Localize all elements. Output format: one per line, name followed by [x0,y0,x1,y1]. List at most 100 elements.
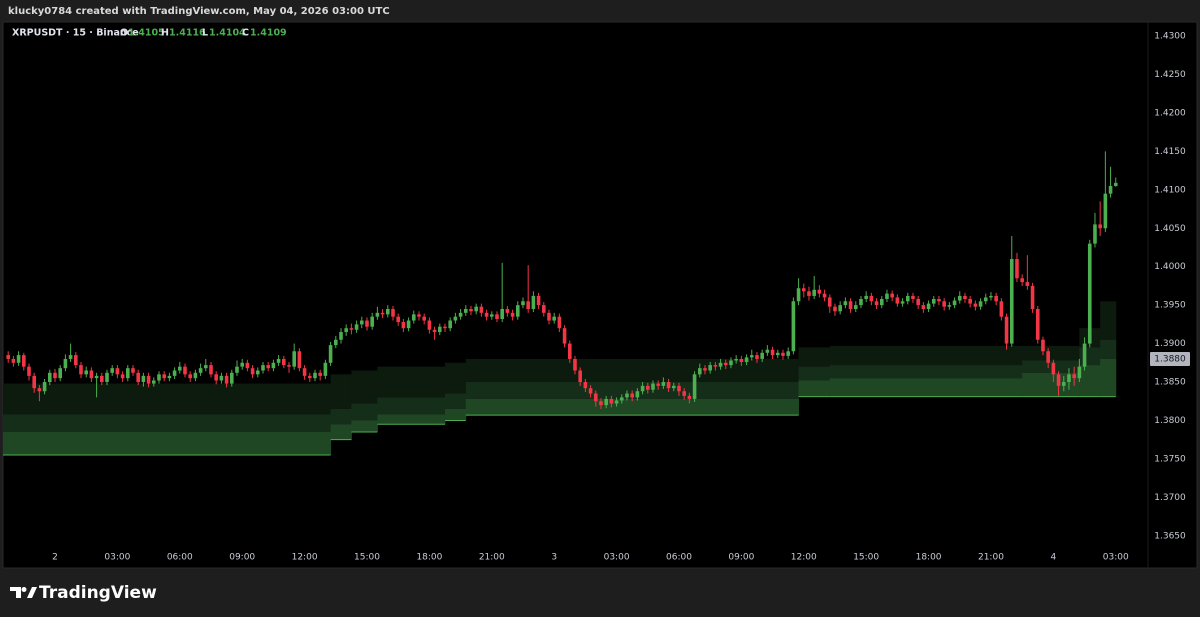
candle-body [73,355,78,366]
candle-body [141,375,146,383]
candle-body [599,401,603,406]
candle-body [443,326,447,329]
candle-body [99,375,104,383]
candle-body [1103,193,1108,229]
candle-body [666,382,671,389]
candle-body [32,375,36,389]
candle-body [198,368,203,373]
y-tick-label: 1.4000 [1154,262,1186,272]
logo-mark [27,587,37,598]
x-tick-label: 03:00 [604,553,630,563]
candle-body [1051,362,1056,375]
candle-body [573,358,577,371]
bands [3,301,1117,456]
candle-body [365,320,369,327]
candle-body [843,301,848,306]
x-tick-label: 3 [551,553,557,563]
candle-body [682,391,686,396]
candle-body [463,308,468,313]
band-layer [3,414,332,432]
candle-body [781,352,785,356]
y-tick-label: 1.4150 [1154,147,1186,157]
y-tick-label: 1.4100 [1154,185,1186,195]
legend-value: 1.4109 [250,28,287,39]
candle-body [567,343,572,359]
symbol-legend: XRPUSDT · 15 · Binance O 1.4105 H 1.4116… [12,28,287,39]
x-tick-label: 06:00 [167,553,193,563]
candle-body [183,366,187,375]
candle-body [677,385,681,392]
y-tick-label: 1.4300 [1154,32,1186,42]
candle-body [760,352,764,359]
candle-body [604,398,608,406]
candle-body [1056,374,1061,386]
candle-body [916,298,920,306]
candle-body [287,365,291,367]
band-layer [465,358,800,383]
x-tick-label: 09:00 [728,553,754,563]
x-tick-label: 18:00 [416,553,442,563]
x-tick-label: 21:00 [479,553,505,563]
candle-body [255,370,260,375]
candle-body [47,372,52,383]
candle-body [63,358,68,369]
candle-body [557,316,562,329]
candle-body [396,316,400,323]
candle-body [521,301,525,306]
candle-body [271,362,276,369]
candle-body [1046,351,1050,363]
candle-body [167,375,172,379]
chart-pane [2,21,1198,569]
price-label-box [1150,351,1190,366]
candle-body [105,372,109,383]
candle-body [21,355,26,367]
candle-body [297,351,302,369]
candle-body [796,288,801,302]
candle-body [302,368,307,376]
symbol-title: XRPUSDT · 15 · Binance [12,28,139,39]
band-layer [1079,365,1101,397]
brand-name: TradingView [39,583,157,603]
band-layer [351,370,378,404]
candle-body [968,298,972,304]
candle-body [692,374,697,399]
candle-body [879,298,884,306]
candle-body [718,362,723,367]
band-layer [3,431,332,456]
candle-body [900,301,905,304]
candle-body [1087,243,1092,344]
band-layer [829,365,1023,379]
candle-body [645,385,650,390]
candle-body [651,383,655,390]
candle-body [661,382,666,386]
candle-body [541,305,546,313]
band-layer [351,420,378,432]
candle-body [229,372,234,384]
candle-body [125,368,130,379]
candle-body [1072,374,1076,379]
candle-body [157,374,161,381]
candle-body [489,314,494,317]
candle-body [146,375,151,384]
candle-body [1035,308,1040,340]
candle-body [370,316,374,327]
candle-body [177,366,182,371]
candle-body [354,324,359,330]
logo-mark [10,587,21,598]
candle-body [937,298,941,302]
band-layer [330,374,352,409]
candle-body [68,355,73,359]
candle-body [115,368,120,375]
candle-body [697,368,702,375]
band-layer [1022,360,1080,373]
candle-body [453,316,458,321]
candle-body [500,308,504,319]
candle-body [994,295,998,302]
candle-body [911,295,915,299]
legend-value: 1.4105 [128,28,165,39]
candle-body [1009,259,1014,344]
candle-body [479,306,484,313]
candle-body [437,326,442,333]
candle-body [510,312,515,317]
